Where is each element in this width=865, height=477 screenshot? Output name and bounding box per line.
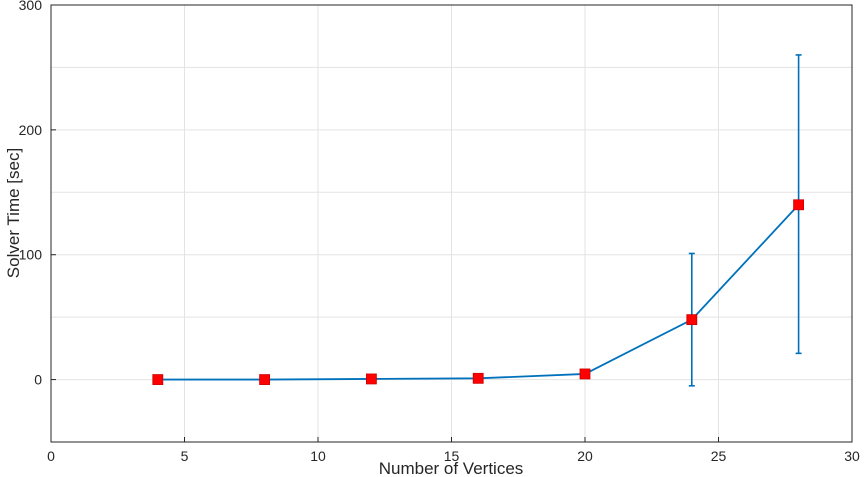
x-tick-label: 10	[310, 448, 326, 464]
y-tick-label: 100	[19, 247, 43, 263]
data-point-marker	[365, 373, 377, 385]
y-tick-label: 300	[19, 0, 43, 13]
data-point-marker	[472, 372, 484, 384]
y-axis-label: Solver Time [sec]	[4, 148, 23, 278]
data-point-marker	[793, 199, 804, 211]
x-axis-label: Number of Vertices	[379, 459, 524, 477]
y-tick-label: 200	[19, 122, 43, 138]
x-tick-label: 15	[444, 448, 460, 464]
series	[152, 54, 804, 387]
data-point-marker	[259, 374, 271, 385]
x-tick-label: 0	[47, 448, 55, 464]
grid	[51, 5, 852, 442]
data-point-marker	[152, 374, 164, 385]
x-tick-label: 30	[844, 448, 860, 464]
y-tick-label: 0	[34, 372, 42, 388]
x-tick-label: 20	[577, 448, 593, 464]
x-tick-label: 25	[711, 448, 727, 464]
data-point-marker	[579, 368, 591, 380]
data-point-marker	[686, 314, 698, 326]
x-tick-label: 5	[181, 448, 189, 464]
